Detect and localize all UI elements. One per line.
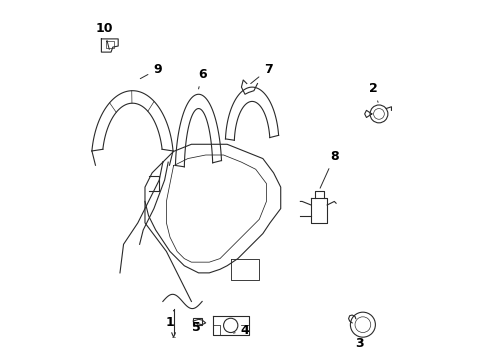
Text: 2: 2	[369, 82, 378, 102]
Text: 4: 4	[233, 324, 249, 337]
Text: 3: 3	[355, 337, 364, 350]
Text: 5: 5	[193, 321, 201, 334]
Text: 10: 10	[95, 22, 113, 49]
Text: 7: 7	[251, 63, 272, 84]
Text: 9: 9	[140, 63, 162, 78]
Text: 1: 1	[166, 310, 174, 329]
Text: 8: 8	[320, 150, 339, 188]
Text: 6: 6	[198, 68, 206, 89]
